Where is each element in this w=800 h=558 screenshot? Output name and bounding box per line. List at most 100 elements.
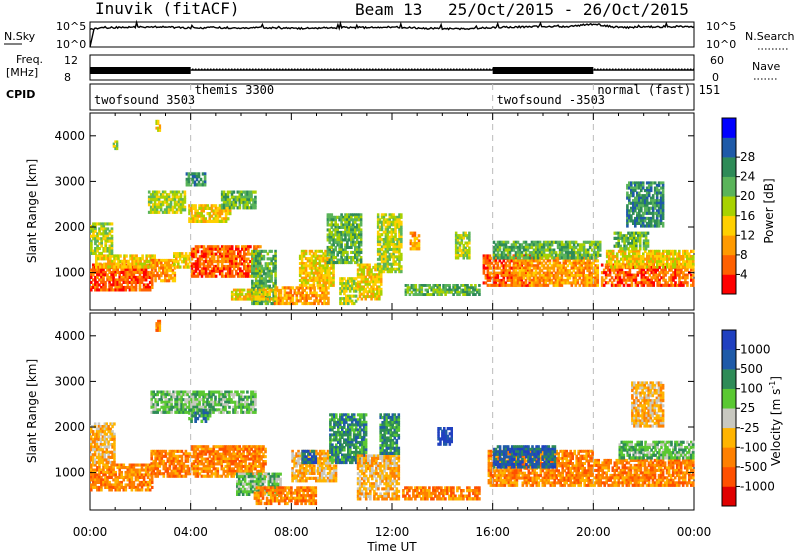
heatmap-cell (263, 257, 266, 260)
heatmap-cell (378, 298, 381, 301)
heatmap-cell (215, 275, 218, 278)
heatmap-cell (692, 250, 695, 253)
heatmap-cell (686, 284, 689, 287)
heatmap-cell (233, 191, 236, 194)
heatmap-cell (227, 217, 230, 220)
heatmap-patch (274, 286, 330, 305)
heatmap-cell (266, 298, 269, 301)
date-range-title: 25/Oct/2015 - 26/Oct/2015 (448, 0, 689, 19)
heatmap-cell (601, 264, 604, 267)
heatmap-cell (268, 293, 271, 296)
heatmap-cell (135, 288, 138, 291)
heatmap-cell (418, 234, 421, 237)
heatmap-cell (327, 302, 330, 305)
heatmap-cell (692, 269, 695, 272)
heatmap-cell (249, 245, 252, 248)
heatmap-cell (380, 283, 383, 286)
heatmap-cell (305, 252, 308, 255)
heatmap-cell (631, 284, 634, 287)
heatmap-patch (221, 191, 257, 210)
heatmap-patch (410, 232, 421, 251)
freq-tick-bottom: 8 (64, 71, 71, 84)
heatmap-cell (468, 242, 471, 245)
heatmap-cell (360, 251, 363, 254)
nsky-line (90, 22, 694, 29)
heatmap-cell (596, 259, 599, 262)
heatmap-cell (111, 230, 114, 233)
freq-unit-label: [MHz] (6, 66, 38, 79)
heatmap-cell (204, 183, 207, 186)
heatmap-patch (614, 232, 650, 251)
heatmap-cell (478, 284, 481, 287)
heatmap-cell (626, 225, 629, 228)
cpid-label: CPID (6, 88, 35, 101)
heatmap-cell (468, 256, 471, 259)
heatmap-cell (270, 250, 273, 253)
heatmap-cell (332, 284, 335, 287)
heatmap-cell (125, 254, 128, 257)
heatmap-cell (647, 245, 650, 248)
heatmap-cell (111, 222, 114, 225)
heatmap-cell (639, 247, 642, 250)
heatmap-cell (647, 232, 650, 235)
heatmap-cell (418, 247, 421, 250)
heatmap-cell (119, 254, 122, 257)
nave-tick-top: 60 (710, 54, 724, 67)
heatmap-cell (154, 279, 157, 282)
heatmap-cell (184, 208, 187, 211)
heatmap-cell (652, 265, 655, 268)
heatmap-cell (596, 284, 599, 287)
heatmap-cell (151, 286, 154, 289)
heatmap-cell (150, 279, 153, 282)
heatmap-patch (493, 241, 602, 260)
heatmap-cell (239, 206, 242, 209)
nsky-line (90, 30, 94, 47)
heatmap-patch (455, 232, 471, 260)
heatmap-cell (385, 213, 388, 216)
heatmap-cell (662, 225, 665, 228)
heatmap-cell (274, 298, 277, 301)
heatmap-cell (111, 252, 114, 255)
heatmap-cell (174, 279, 177, 282)
nsearch-label: N.Search (745, 30, 795, 43)
heatmap-cell (179, 265, 182, 268)
heatmap-cell (360, 243, 363, 246)
heatmap-cell (635, 247, 638, 250)
heatmap-cell (652, 284, 655, 287)
cpid-segment-label: twofsound 3503 (94, 93, 195, 107)
nsky-trace (90, 22, 694, 47)
heatmap-cell (400, 216, 403, 219)
heatmap-cell (692, 284, 695, 287)
nsky-tick-top: 10^5 (56, 20, 86, 33)
heatmap-cell (254, 191, 257, 194)
cpid-segment-label: twofsound -3503 (497, 93, 605, 107)
freq-tick-top: 12 (64, 54, 78, 67)
freq-trace (90, 67, 694, 74)
heatmap-cell (380, 293, 383, 296)
heatmap-cell (686, 276, 689, 279)
heatmap-cell (507, 241, 510, 244)
freq-label: Freq. (16, 53, 43, 66)
heatmap-cell (478, 293, 481, 296)
heatmap-cell (400, 245, 403, 248)
freq-band (90, 67, 191, 74)
cpid-segment-label: normal (fast) 151 (597, 83, 720, 97)
heatmap-cell (599, 254, 602, 257)
heatmap-cell (650, 189, 653, 192)
nsky-tick-bottom: 10^0 (56, 38, 86, 51)
heatmap-cell (360, 223, 363, 226)
cpid-segment-label: themis 3300 (195, 83, 274, 97)
heatmap-cell (355, 295, 358, 298)
nsearch-tick-top: 10^5 (706, 20, 736, 33)
freq-band (493, 67, 594, 74)
heatmap-cell (327, 292, 330, 295)
nsearch-tick-bottom: 10^0 (706, 38, 736, 51)
heatmap-patch (327, 213, 363, 264)
nave-label: Nave (752, 60, 780, 73)
heatmap-cell (400, 270, 403, 273)
heatmap-cell (262, 298, 265, 301)
heatmap-cell (662, 217, 665, 220)
